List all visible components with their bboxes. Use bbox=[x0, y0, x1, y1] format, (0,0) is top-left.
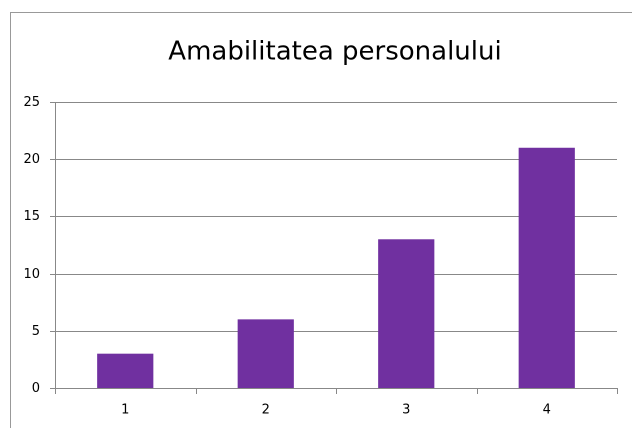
bar bbox=[378, 239, 435, 388]
y-tick-label: 15 bbox=[23, 209, 40, 224]
x-tick-label: 2 bbox=[262, 403, 270, 418]
bar bbox=[97, 353, 154, 388]
chart-title: Amabilitatea personalului bbox=[168, 37, 501, 67]
y-tick-label: 20 bbox=[23, 152, 40, 167]
x-tick-label: 4 bbox=[543, 403, 551, 418]
y-tick-label: 25 bbox=[23, 95, 40, 110]
y-tick-label: 5 bbox=[32, 324, 40, 339]
bar bbox=[237, 319, 294, 388]
y-tick-label: 0 bbox=[32, 381, 40, 396]
bar bbox=[518, 147, 575, 388]
x-tick-label: 1 bbox=[121, 403, 129, 418]
y-tick-label: 10 bbox=[23, 267, 40, 282]
x-tick-label: 3 bbox=[402, 403, 410, 418]
